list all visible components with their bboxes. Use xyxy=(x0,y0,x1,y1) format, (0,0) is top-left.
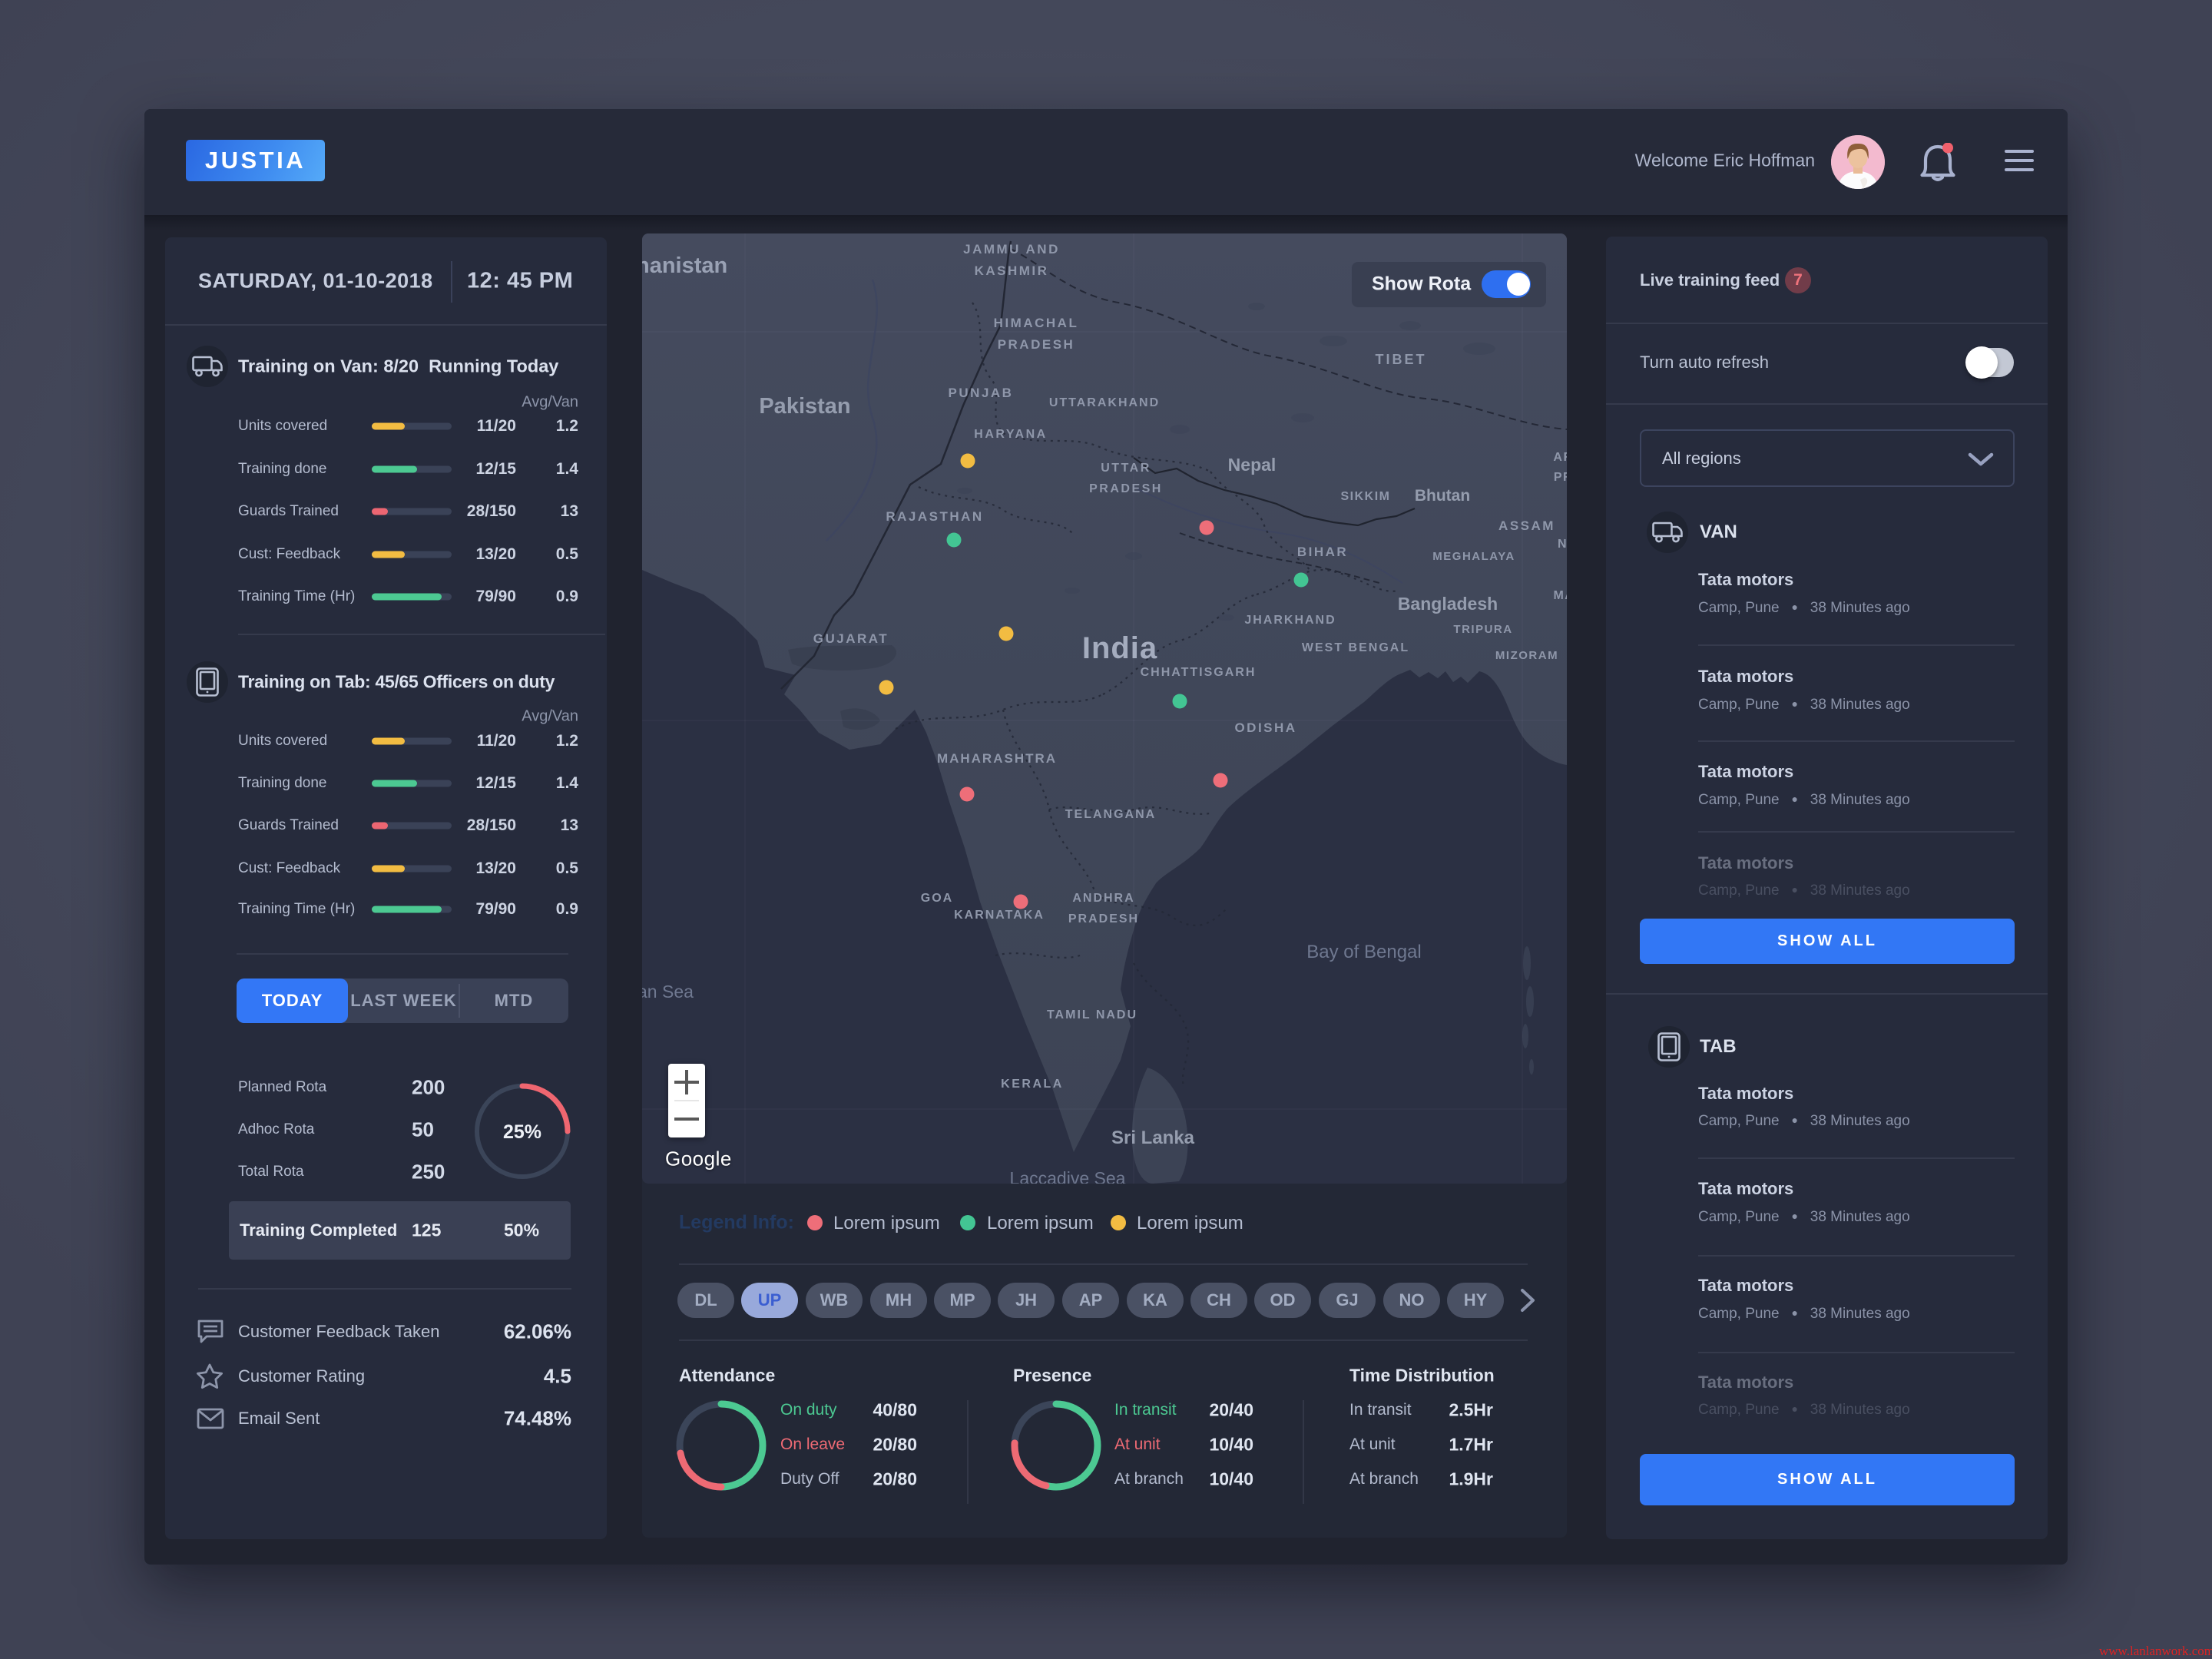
svg-text:Sri Lanka: Sri Lanka xyxy=(1111,1128,1195,1148)
svg-text:HIMACHAL: HIMACHAL xyxy=(994,316,1079,330)
svg-text:SIKKIM: SIKKIM xyxy=(1341,490,1391,503)
svg-text:MEGHALAYA: MEGHALAYA xyxy=(1432,550,1515,563)
svg-text:ASSAM: ASSAM xyxy=(1498,518,1555,533)
svg-text:TIBET: TIBET xyxy=(1376,352,1427,367)
svg-text:Bay of Bengal: Bay of Bengal xyxy=(1306,942,1421,962)
svg-text:KERALA: KERALA xyxy=(1001,1078,1064,1091)
svg-text:TELANGANA: TELANGANA xyxy=(1065,808,1156,821)
svg-text:GUJARAT: GUJARAT xyxy=(813,631,889,646)
svg-text:PRADESH: PRADESH xyxy=(998,337,1075,352)
svg-text:MANIP: MANIP xyxy=(1553,589,1567,602)
svg-text:BIHAR: BIHAR xyxy=(1297,545,1348,559)
svg-text:UTTAR: UTTAR xyxy=(1101,462,1151,475)
svg-text:RAJASTHAN: RAJASTHAN xyxy=(886,509,983,524)
svg-text:Bhutan: Bhutan xyxy=(1415,487,1470,505)
svg-text:Nepal: Nepal xyxy=(1228,455,1277,475)
svg-text:PUNJAB: PUNJAB xyxy=(949,386,1014,400)
svg-text:ANDHRA: ANDHRA xyxy=(1072,892,1134,905)
svg-text:KARNATAKA: KARNATAKA xyxy=(954,909,1045,922)
svg-text:GOA: GOA xyxy=(921,892,953,905)
svg-text:KASHMIR: KASHMIR xyxy=(975,263,1049,278)
svg-text:MIZORAM: MIZORAM xyxy=(1495,649,1558,662)
svg-text:PRA: PRA xyxy=(1554,471,1567,484)
svg-text:India: India xyxy=(1082,631,1157,665)
svg-text:Laccadive Sea: Laccadive Sea xyxy=(1010,1168,1126,1184)
svg-text:Pakistan: Pakistan xyxy=(759,394,850,419)
svg-text:ARU: ARU xyxy=(1553,451,1567,464)
svg-text:PRADESH: PRADESH xyxy=(1089,482,1163,495)
svg-text:NAG: NAG xyxy=(1558,538,1567,551)
svg-text:WEST BENGAL: WEST BENGAL xyxy=(1302,641,1409,654)
svg-text:25%: 25% xyxy=(503,1121,541,1143)
svg-text:TAMIL NADU: TAMIL NADU xyxy=(1047,1008,1137,1022)
svg-text:CHHATTISGARH: CHHATTISGARH xyxy=(1141,666,1257,679)
svg-text:hanistan: hanistan xyxy=(642,253,727,278)
svg-text:PRADESH: PRADESH xyxy=(1068,912,1139,926)
svg-text:JAMMU AND: JAMMU AND xyxy=(963,242,1060,257)
svg-text:JHARKHAND: JHARKHAND xyxy=(1244,614,1336,627)
svg-text:HARYANA: HARYANA xyxy=(974,428,1047,441)
svg-text:ODISHA: ODISHA xyxy=(1234,720,1296,735)
svg-text:an Sea: an Sea xyxy=(642,982,694,1002)
svg-text:UTTARAKHAND: UTTARAKHAND xyxy=(1049,396,1160,409)
svg-text:TRIPURA: TRIPURA xyxy=(1453,623,1512,636)
svg-text:MAHARASHTRA: MAHARASHTRA xyxy=(937,751,1057,766)
svg-text:Bangladesh: Bangladesh xyxy=(1398,594,1498,614)
